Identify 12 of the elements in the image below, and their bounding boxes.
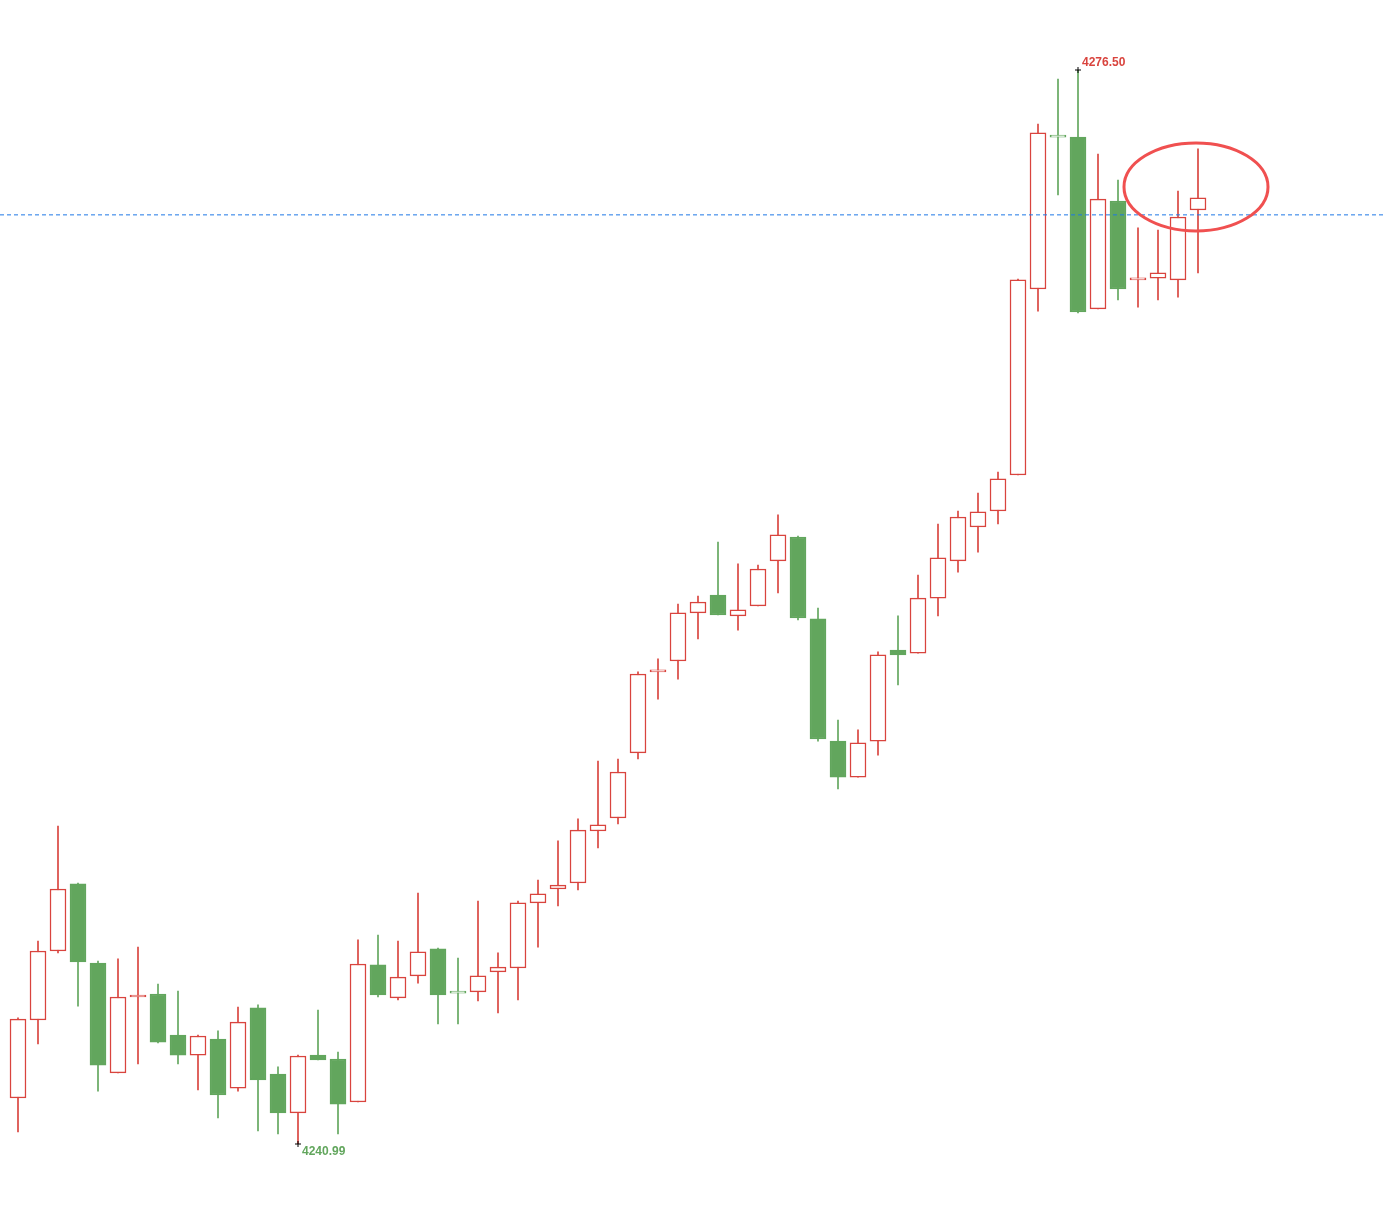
candlestick [1189, 148, 1207, 274]
candlestick [549, 840, 567, 907]
candlestick [309, 1009, 327, 1061]
annotation: 4240.99 [302, 1144, 346, 1159]
candlestick [489, 952, 507, 1014]
candlestick [589, 760, 607, 849]
candlestick [1149, 229, 1167, 301]
candlestick [529, 879, 547, 948]
candlestick [469, 900, 487, 1002]
candlestick [889, 615, 907, 686]
candlestick [729, 563, 747, 631]
text: 4276.50 [1082, 55, 1126, 70]
